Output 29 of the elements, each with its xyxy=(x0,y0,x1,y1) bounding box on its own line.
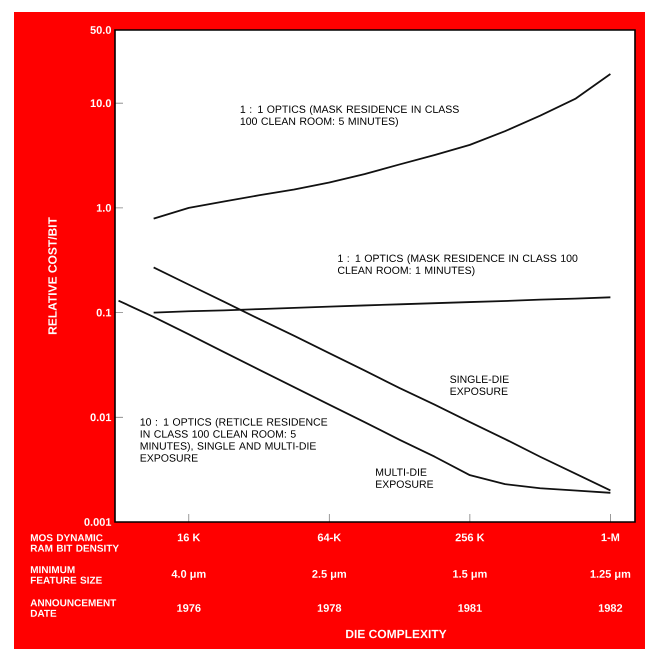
y-tick-label: 0.1 xyxy=(96,308,112,316)
text: 1976 xyxy=(177,604,201,612)
x-tick-label: 16 K xyxy=(178,534,200,542)
text: 4.0 μm xyxy=(172,570,206,580)
text: MINIMUM FEATURE SIZE xyxy=(30,566,102,584)
y-tick-label: 0.01 xyxy=(90,413,112,422)
annotation: SINGLE-DIE EXPOSURE xyxy=(450,376,509,395)
y-tick-label: 10.0 xyxy=(90,99,112,108)
text: DIE COMPLEXITY xyxy=(346,630,446,638)
x-tick-label: 64-K xyxy=(318,534,342,542)
y-tick-label: 0.001 xyxy=(84,518,112,526)
text: 1.25 μm xyxy=(590,570,630,580)
x-tick-label: 1-M xyxy=(602,534,620,542)
line-series xyxy=(152,73,612,220)
y-tick-label: 1.0 xyxy=(96,204,112,212)
text: MOS DYNAMIC RAM BIT DENSITY xyxy=(30,534,119,552)
y-axis-title: RELATIVE COST/BIT xyxy=(48,217,57,334)
text: 1982 xyxy=(598,604,622,612)
annotation: 1 : 1 OPTICS (MASK RESIDENCE IN CLASS 100 CLEAN ROOM: 5 MINUTES) xyxy=(240,105,459,127)
annotation: 1 : 1 OPTICS (MASK RESIDENCE IN CLASS 100 CLEAN ROOM: 1 MINUTES) xyxy=(338,254,578,276)
text: 1978 xyxy=(318,604,342,612)
x-tick-label: 256 K xyxy=(456,534,484,542)
y-tick-label: 50.0 xyxy=(90,26,112,34)
text: ANNOUNCEMENT DATE xyxy=(30,599,116,617)
annotation: 10 : 1 OPTICS (RETICLE RESIDENCE IN CLASS 100 CLEAN ROOM: 5 MINUTES), SINGLE AND MULTI-DIE EXPOSURE xyxy=(140,418,328,462)
text: 2.5 μm xyxy=(312,570,346,580)
annotation: MULTI-DIE EXPOSURE xyxy=(376,468,434,488)
text: 1.5 μm xyxy=(453,570,487,580)
text: 1981 xyxy=(458,604,482,612)
